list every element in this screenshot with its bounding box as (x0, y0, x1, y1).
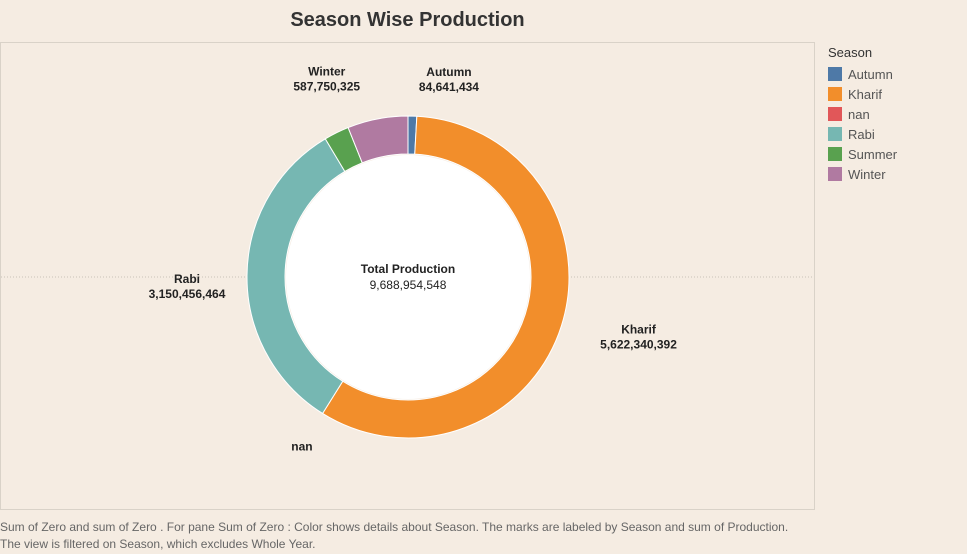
legend-label: Rabi (848, 126, 875, 142)
legend-title: Season (828, 45, 873, 60)
legend-item-rabi[interactable]: Rabi (828, 124, 963, 144)
slice-label-autumn: Autumn (426, 65, 471, 79)
donut-chart[interactable]: Total Production 9,688,954,548 Autumn84,64… (1, 43, 814, 509)
donut-hole (286, 155, 530, 399)
legend-item-nan[interactable]: nan (828, 104, 963, 124)
slice-winter[interactable] (347, 115, 409, 164)
legend-swatch (828, 67, 842, 81)
legend-item-winter[interactable]: Winter (828, 164, 963, 184)
legend-label: nan (848, 106, 870, 122)
legend-swatch (828, 147, 842, 161)
slice-label-kharif: Kharif (621, 323, 657, 337)
chart-title: Season Wise Production (290, 9, 525, 31)
legend-label: Summer (848, 146, 898, 162)
legend-swatch (828, 127, 842, 141)
legend-item-kharif[interactable]: Kharif (828, 84, 963, 104)
chart-pane[interactable]: Total Production 9,688,954,548 Autumn 84,64… (0, 42, 815, 510)
legend-label: Winter (848, 166, 886, 182)
slice-kharif[interactable] (321, 115, 570, 439)
legend-label: Autumn (848, 66, 893, 82)
legend-swatch (828, 107, 842, 121)
slice-value-autumn: 84,641,434 (419, 80, 479, 94)
slice-label-nan: nan (291, 439, 312, 453)
slice-label-rabi: Rabi (174, 272, 200, 286)
legend-item-autumn[interactable]: Autumn (828, 64, 963, 84)
slice-label-winter: Winter (308, 64, 346, 78)
legend: Season Autumn Kharif nan Rabi Summer Winter (828, 45, 963, 184)
center-value: 9,688,954,548 (370, 278, 447, 292)
slice-value-kharif: 5,622,340,392 (600, 338, 677, 352)
legend-item-summer[interactable]: Summer (828, 144, 963, 164)
legend-label: Kharif (848, 86, 882, 102)
legend-swatch (828, 87, 842, 101)
slice-value-winter: 587,750,325 (293, 79, 360, 93)
chart-caption: Sum of Zero and sum of Zero . For pane S… (0, 520, 789, 551)
center-label: Total Production (361, 262, 455, 276)
slice-value-rabi: 3,150,456,464 (149, 287, 226, 301)
legend-swatch (828, 167, 842, 181)
